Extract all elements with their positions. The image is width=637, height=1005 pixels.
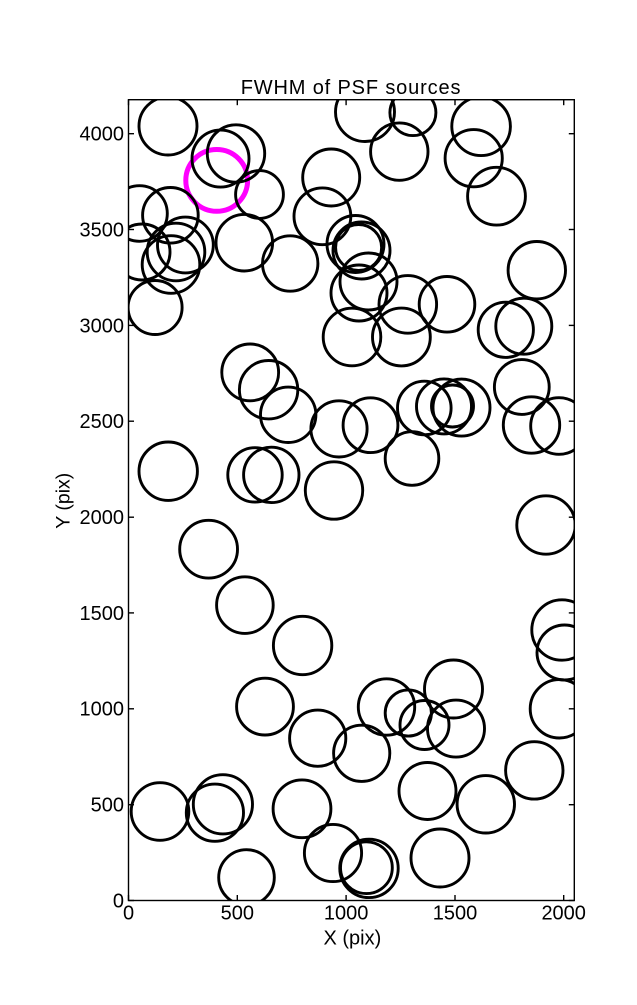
svg-text:4000: 4000 <box>80 124 125 146</box>
svg-text:500: 500 <box>91 795 124 817</box>
svg-text:2000: 2000 <box>80 507 125 529</box>
svg-text:1000: 1000 <box>324 903 369 925</box>
svg-text:1500: 1500 <box>80 603 125 625</box>
svg-text:1000: 1000 <box>80 699 125 721</box>
svg-text:FWHM of PSF sources: FWHM of PSF sources <box>241 77 462 99</box>
svg-text:2000: 2000 <box>541 903 586 925</box>
svg-text:Y (pix): Y (pix) <box>53 473 75 529</box>
svg-text:3000: 3000 <box>80 315 125 337</box>
svg-text:2500: 2500 <box>80 411 125 433</box>
svg-text:X (pix): X (pix) <box>324 927 382 949</box>
svg-text:0: 0 <box>123 903 134 925</box>
svg-text:3500: 3500 <box>80 219 125 241</box>
svg-text:500: 500 <box>221 903 254 925</box>
svg-text:0: 0 <box>113 890 124 912</box>
svg-text:1500: 1500 <box>433 903 478 925</box>
